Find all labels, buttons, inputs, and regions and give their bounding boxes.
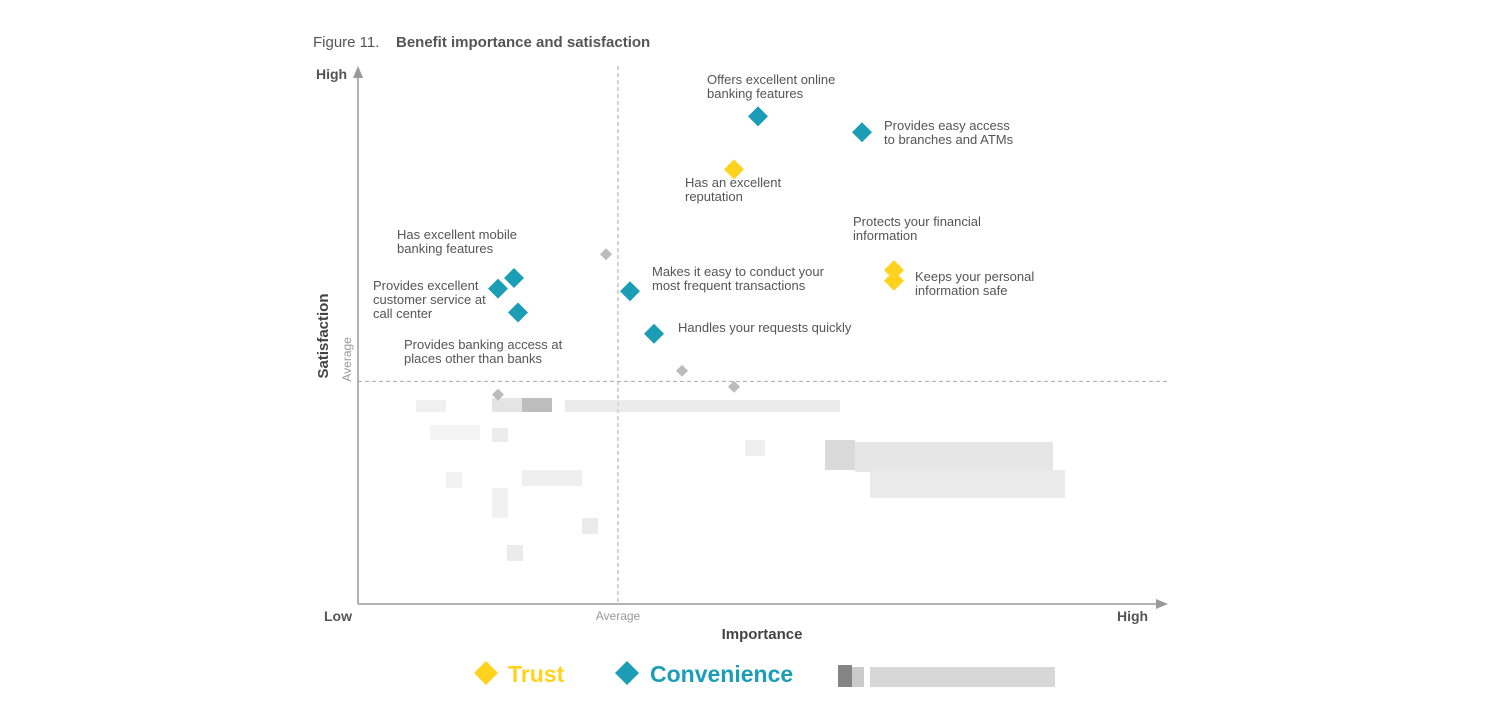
svg-text:Handles your requests quickly: Handles your requests quickly xyxy=(678,320,852,335)
convenience-point-3 xyxy=(504,268,524,289)
convenience-point-5 xyxy=(508,302,528,323)
x-high-label: High xyxy=(1117,608,1148,624)
convenience-point-6 xyxy=(620,281,640,302)
svg-text:Makes it easy to conduct your: Makes it easy to conduct your xyxy=(652,264,825,279)
y-axis-title: Satisfaction xyxy=(315,293,332,378)
svg-text:Has excellent mobile: Has excellent mobile xyxy=(397,227,517,242)
svg-text:Provides easy access: Provides easy access xyxy=(884,118,1010,133)
svg-text:places other than banks: places other than banks xyxy=(404,351,543,366)
grey-point-3 xyxy=(728,380,740,393)
convenience-point-4 xyxy=(488,278,508,299)
x-axis-title: Importance xyxy=(722,626,803,643)
convenience-point-1 xyxy=(748,106,768,127)
svg-text:banking features: banking features xyxy=(707,86,804,101)
svg-text:information safe: information safe xyxy=(915,283,1008,298)
trust-point-1 xyxy=(724,159,744,180)
svg-text:Has an excellent: Has an excellent xyxy=(685,175,781,190)
svg-text:Keeps your personal: Keeps your personal xyxy=(915,269,1034,284)
svg-text:to branches and ATMs: to branches and ATMs xyxy=(884,132,1014,147)
trust-point-2 xyxy=(884,260,904,281)
point-label-requests: Handles your requests quickly xyxy=(678,320,852,335)
x-axis-arrow-icon xyxy=(1156,599,1168,609)
grey-point-2 xyxy=(676,364,688,377)
y-average-label: Average xyxy=(340,337,354,382)
origin-low-label: Low xyxy=(324,608,352,624)
svg-text:customer service at: customer service at xyxy=(373,292,486,307)
svg-text:banking features: banking features xyxy=(397,241,494,256)
legend-convenience-marker xyxy=(615,661,639,685)
svg-text:reputation: reputation xyxy=(685,189,743,204)
svg-text:Offers excellent online: Offers excellent online xyxy=(707,72,835,87)
point-label-personal-info: Keeps your personal information safe xyxy=(915,269,1034,298)
legend-trust-label: Trust xyxy=(508,661,565,687)
point-label-branches-atms: Provides easy access to branches and ATM… xyxy=(884,118,1014,147)
y-axis-arrow-icon xyxy=(353,66,363,78)
convenience-point-2 xyxy=(852,122,872,143)
obscured-region xyxy=(416,398,1065,561)
convenience-point-7 xyxy=(644,323,664,344)
figure-title: Benefit importance and satisfaction xyxy=(396,34,650,51)
svg-text:most frequent transactions: most frequent transactions xyxy=(652,278,806,293)
point-label-financial-info: Protects your financial information xyxy=(853,214,981,243)
svg-text:information: information xyxy=(853,228,917,243)
grey-point-1 xyxy=(600,248,612,261)
svg-text:Protects your financial: Protects your financial xyxy=(853,214,981,229)
data-points xyxy=(488,106,904,401)
point-label-other-places: Provides banking access at places other … xyxy=(404,337,563,366)
trust-point-3 xyxy=(884,270,904,291)
y-high-label: High xyxy=(316,66,347,82)
point-label-online-banking: Offers excellent online banking features xyxy=(707,72,835,101)
legend-obscured-item xyxy=(838,665,1055,687)
point-label-transactions: Makes it easy to conduct your most frequ… xyxy=(652,264,825,293)
point-label-mobile-banking: Has excellent mobile banking features xyxy=(397,227,517,256)
svg-text:Provides excellent: Provides excellent xyxy=(373,278,479,293)
legend-convenience-label: Convenience xyxy=(650,661,793,687)
figure-prefix: Figure 11. xyxy=(313,34,379,51)
legend-trust-marker xyxy=(474,661,498,685)
grey-point-4 xyxy=(492,388,504,401)
legend: Trust Convenience xyxy=(474,661,1055,687)
svg-text:call center: call center xyxy=(373,306,433,321)
svg-text:Provides banking access at: Provides banking access at xyxy=(404,337,563,352)
point-label-reputation: Has an excellent reputation xyxy=(685,175,781,204)
x-average-label: Average xyxy=(596,609,641,623)
point-label-call-center: Provides excellent customer service at c… xyxy=(373,278,486,321)
